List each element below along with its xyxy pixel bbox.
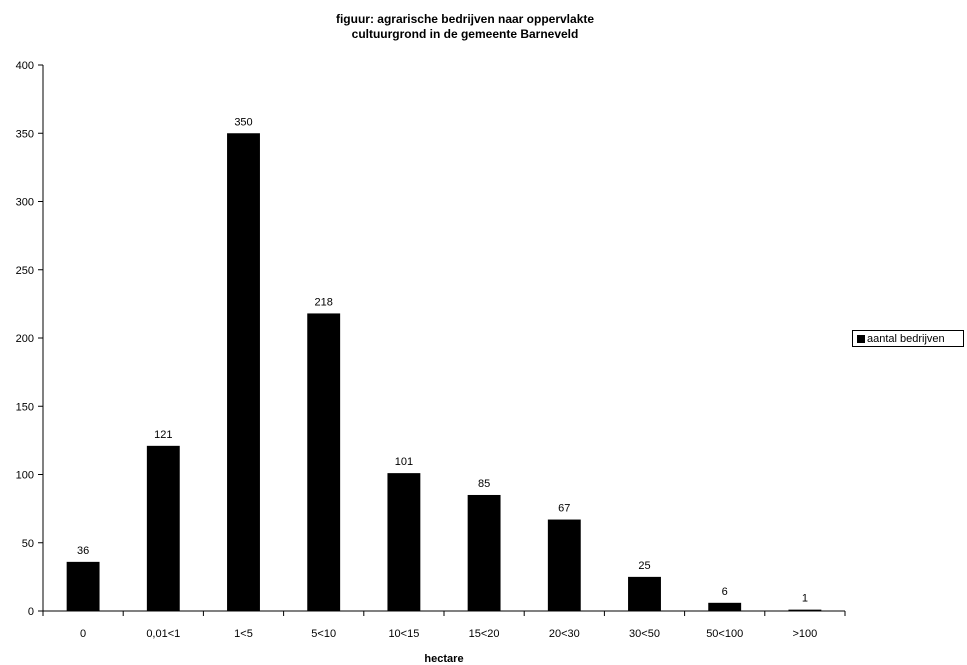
y-tick-label: 50 xyxy=(22,538,34,550)
data-label: 6 xyxy=(722,586,728,598)
x-tick-label: 30<50 xyxy=(629,628,660,640)
data-label: 218 xyxy=(315,296,333,308)
x-tick-label: >100 xyxy=(793,628,818,640)
bar xyxy=(628,576,661,611)
data-label: 36 xyxy=(77,545,89,557)
y-tick-label: 400 xyxy=(16,60,34,72)
data-label: 1 xyxy=(802,593,808,605)
x-tick-label: 10<15 xyxy=(388,628,419,640)
chart-legend: aantal bedrijven xyxy=(852,330,964,347)
legend-label: aantal bedrijven xyxy=(867,332,945,345)
x-tick-label: 15<20 xyxy=(469,628,500,640)
bar xyxy=(227,133,260,611)
x-axis-title: hectare xyxy=(424,653,463,665)
x-tick-label: 20<30 xyxy=(549,628,580,640)
x-tick-label: 5<10 xyxy=(311,628,336,640)
y-tick-label: 150 xyxy=(16,401,34,413)
data-label: 121 xyxy=(154,429,172,441)
data-label: 67 xyxy=(558,503,570,515)
chart-title-line-2: cultuurgrond in de gemeente Barneveld xyxy=(351,27,579,41)
data-label: 25 xyxy=(638,560,650,572)
x-tick-label: 0 xyxy=(80,628,86,640)
data-label: 101 xyxy=(395,456,413,468)
y-tick-label: 300 xyxy=(16,197,34,209)
x-tick-label: 0,01<1 xyxy=(146,628,180,640)
y-tick-label: 0 xyxy=(28,606,34,618)
y-tick-label: 200 xyxy=(16,333,34,345)
bar xyxy=(66,561,100,611)
legend-swatch xyxy=(857,334,865,343)
y-tick-label: 100 xyxy=(16,470,34,482)
bar xyxy=(788,609,822,611)
bar xyxy=(467,494,501,611)
bar xyxy=(547,519,581,611)
bar xyxy=(708,602,742,611)
x-tick-label: 1<5 xyxy=(234,628,253,640)
x-tick-label: 50<100 xyxy=(706,628,743,640)
bar xyxy=(307,313,341,611)
data-label: 85 xyxy=(478,478,490,490)
chart-title-line-1: figuur: agrarische bedrijven naar opperv… xyxy=(335,12,595,26)
bar xyxy=(146,445,180,611)
data-label: 350 xyxy=(234,116,252,128)
y-tick-label: 350 xyxy=(16,128,34,140)
bar xyxy=(387,473,421,611)
y-tick-label: 250 xyxy=(16,265,34,277)
